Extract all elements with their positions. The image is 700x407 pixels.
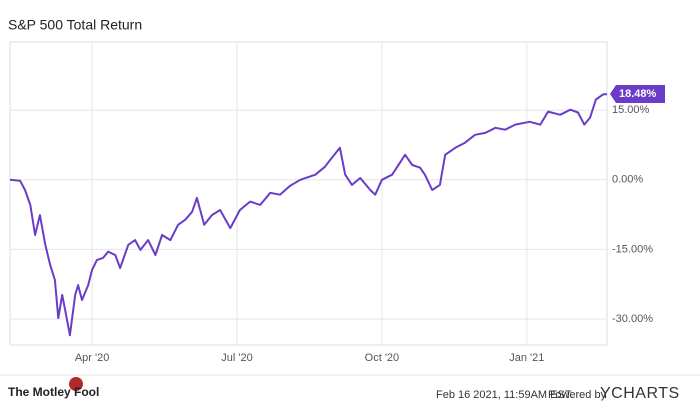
y-tick-label: -15.00% bbox=[612, 243, 653, 255]
chart-title: S&P 500 Total Return bbox=[8, 17, 142, 33]
x-tick-label: Oct '20 bbox=[365, 352, 400, 364]
provider: YCHARTS bbox=[600, 385, 680, 402]
timestamp: Feb 16 2021, 11:59AM EST. bbox=[436, 389, 573, 401]
line bbox=[9, 93, 608, 337]
value-label-box bbox=[610, 85, 665, 104]
y-tick-label: 15.00% bbox=[612, 104, 650, 116]
powered-by: Powered by bbox=[548, 389, 607, 401]
value-label: 18.48% bbox=[619, 88, 657, 100]
x-tick-label: Jul '20 bbox=[221, 352, 252, 364]
x-tick-label: Jan '21 bbox=[509, 352, 544, 364]
plot-frame bbox=[9, 41, 608, 346]
brand: The Motley Fool bbox=[8, 385, 99, 399]
y-tick-label: 0.00% bbox=[612, 174, 643, 186]
brand-logo bbox=[69, 377, 83, 391]
x-tick-label: Apr '20 bbox=[75, 352, 110, 364]
y-tick-label: -30.00% bbox=[612, 313, 653, 325]
